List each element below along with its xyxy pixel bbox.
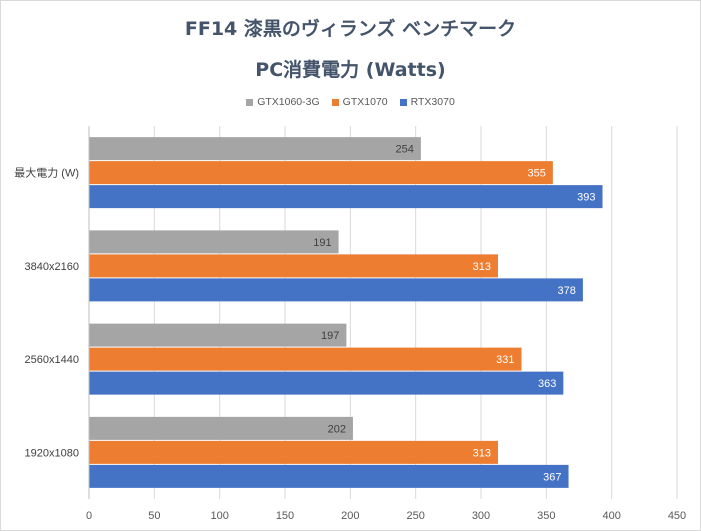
x-tick-label: 150 [276,510,294,522]
bar [89,440,498,464]
data-label: 313 [473,261,491,273]
bar [89,416,353,440]
bar [89,254,498,278]
data-label: 202 [328,423,346,435]
bar [89,347,522,371]
data-label: 363 [538,378,556,390]
bar [89,278,583,302]
legend-label: RTX3070 [410,96,455,108]
data-label: 367 [543,471,561,483]
data-label: 313 [473,447,491,459]
legend-item: GTX1060-3G [246,96,320,108]
category-label: 1920x1080 [25,447,79,459]
bar [89,230,339,254]
legend-item: GTX1070 [331,96,388,108]
data-label: 378 [558,285,576,297]
bar [89,371,564,395]
bar [89,137,421,161]
x-tick-label: 200 [341,510,359,522]
data-label: 393 [577,192,595,204]
data-label: 355 [528,168,546,180]
legend-swatch [399,98,407,106]
data-label: 197 [321,330,339,342]
bar [89,185,603,209]
legend-label: GTX1070 [342,96,388,108]
x-tick-label: 400 [602,510,620,522]
legend-item: RTX3070 [399,96,455,108]
legend-swatch [246,98,254,106]
category-label: 2560x1440 [25,354,79,366]
bar [89,161,553,185]
x-tick-label: 50 [148,510,160,522]
category-label: 3840x2160 [25,261,79,273]
x-tick-label: 100 [210,510,228,522]
chart-legend: GTX1060-3G GTX1070 RTX3070 [0,96,701,108]
bar [89,323,347,347]
chart-subtitle: PC消費電力 (Watts) [255,59,446,81]
category-label: 最大電力 (W) [14,166,79,180]
chart-title: FF14 漆黒のヴィランズ ベンチマーク [184,18,517,40]
data-label: 191 [313,237,331,249]
x-tick-label: 350 [537,510,555,522]
legend-label: GTX1060-3G [257,96,320,108]
x-tick-label: 0 [86,510,92,522]
x-tick-label: 300 [472,510,490,522]
x-tick-label: 450 [668,510,686,522]
legend-swatch [331,98,339,106]
data-label: 331 [496,354,514,366]
bar [89,464,569,488]
x-tick-label: 250 [406,510,424,522]
data-label: 254 [396,144,414,156]
